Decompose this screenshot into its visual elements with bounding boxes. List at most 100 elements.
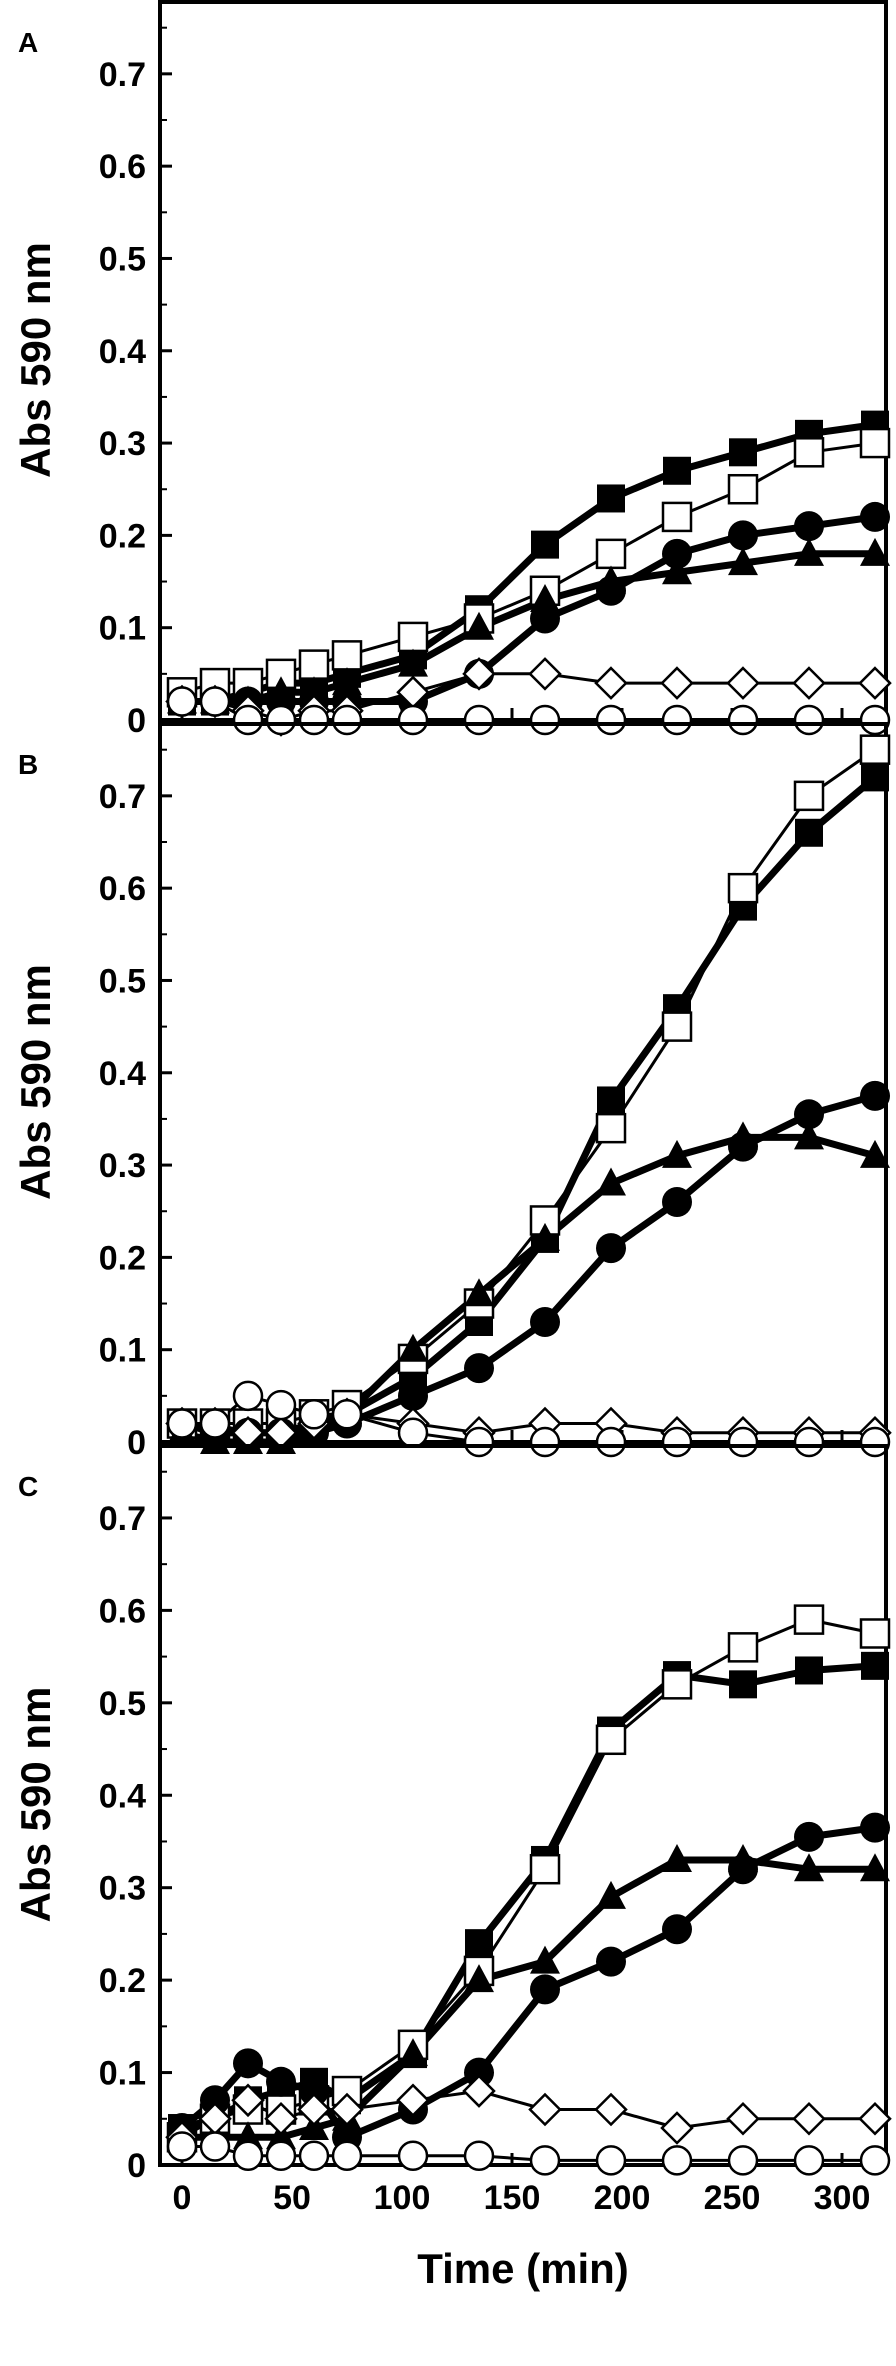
data-point bbox=[398, 2038, 428, 2067]
data-point bbox=[531, 530, 559, 559]
panel-label: A bbox=[18, 27, 38, 58]
data-point bbox=[726, 2102, 760, 2136]
data-point bbox=[200, 2085, 230, 2116]
data-point bbox=[595, 538, 627, 570]
data-point bbox=[860, 501, 890, 532]
y-tick-label: 0.1 bbox=[99, 610, 146, 648]
data-point bbox=[265, 1389, 297, 1421]
data-point bbox=[794, 1121, 824, 1150]
data-point bbox=[859, 1426, 891, 1458]
data-point bbox=[795, 818, 823, 847]
y-tick-label: 0.5 bbox=[99, 240, 146, 278]
data-point bbox=[859, 427, 891, 459]
data-point bbox=[298, 649, 330, 680]
series-line-open-square bbox=[182, 748, 876, 1425]
data-point bbox=[661, 704, 693, 736]
data-point bbox=[860, 1080, 890, 1111]
y-tick-label: 0.2 bbox=[99, 1962, 146, 2000]
data-point bbox=[792, 2102, 826, 2136]
data-point bbox=[662, 1914, 692, 1945]
data-point bbox=[794, 511, 824, 542]
data-point bbox=[397, 1417, 429, 1449]
data-point bbox=[462, 2074, 496, 2108]
y-tick-label: 0 bbox=[127, 702, 146, 740]
data-point bbox=[793, 780, 825, 812]
data-point bbox=[661, 2145, 693, 2176]
data-point bbox=[232, 2140, 264, 2172]
y-tick-label: 0 bbox=[127, 2147, 146, 2185]
y-tick-label: 0.2 bbox=[99, 1239, 146, 1277]
y-tick-label: 0.2 bbox=[99, 517, 146, 555]
data-point bbox=[729, 1670, 757, 1699]
data-point bbox=[199, 1408, 231, 1439]
data-point bbox=[464, 1353, 494, 1384]
data-point bbox=[596, 565, 626, 594]
data-point bbox=[726, 666, 760, 700]
data-point bbox=[727, 1426, 759, 1458]
data-point bbox=[266, 2066, 296, 2097]
data-point bbox=[298, 2140, 330, 2172]
series-open-circle bbox=[166, 1380, 891, 1458]
data-point bbox=[331, 704, 363, 736]
data-point bbox=[199, 2131, 231, 2162]
series-open-square bbox=[166, 427, 891, 708]
panel-c: C 0 0.1 0.2 0.3 0.4 0.5 0.6 0.7 0 50 100 150 200 250 30… bbox=[12, 1444, 892, 2292]
data-point bbox=[299, 2076, 329, 2107]
data-point bbox=[530, 1222, 560, 1251]
data-point bbox=[793, 437, 825, 468]
data-point bbox=[793, 2145, 825, 2176]
data-point bbox=[597, 1086, 625, 1115]
data-point bbox=[298, 1399, 330, 1430]
y-tick-label: 0.5 bbox=[99, 1685, 146, 1723]
data-point bbox=[594, 666, 628, 700]
data-point bbox=[396, 2083, 430, 2118]
data-point bbox=[794, 1853, 824, 1882]
data-point bbox=[661, 1426, 693, 1458]
series-open-circle bbox=[166, 2131, 891, 2176]
data-point bbox=[595, 1724, 627, 1756]
data-point bbox=[398, 1380, 428, 1411]
data-point bbox=[594, 2092, 628, 2127]
y-tick-label: 0.3 bbox=[99, 1870, 146, 1908]
data-point bbox=[661, 1669, 693, 1700]
x-tick-label: 0 bbox=[173, 2179, 192, 2217]
data-point bbox=[530, 1945, 560, 1974]
y-tick-label: 0.3 bbox=[99, 1147, 146, 1185]
y-tick-label: 0.6 bbox=[99, 1592, 146, 1630]
data-point bbox=[662, 1187, 692, 1217]
panel-a: A 0 0.1 0.2 0.3 0.4 0.5 0.6 0.7 Abs 590 nm bbox=[12, 0, 892, 740]
data-point bbox=[166, 1408, 198, 1439]
data-point bbox=[728, 547, 758, 576]
data-point bbox=[860, 1139, 890, 1168]
data-point bbox=[528, 657, 562, 691]
data-point bbox=[463, 2140, 495, 2172]
data-point bbox=[595, 1112, 627, 1144]
panel-label: C bbox=[18, 1471, 38, 1502]
y-tick-label: 0.4 bbox=[99, 1777, 146, 1815]
data-point bbox=[860, 1853, 890, 1882]
data-point bbox=[266, 676, 296, 705]
data-point bbox=[265, 2140, 297, 2172]
y-tick-label: 0.7 bbox=[99, 56, 146, 94]
data-point bbox=[166, 686, 198, 717]
data-point bbox=[297, 2092, 331, 2127]
x-tick-label: 100 bbox=[374, 2179, 431, 2217]
y-tick-label: 0.6 bbox=[99, 870, 146, 908]
data-point bbox=[663, 456, 691, 485]
data-point bbox=[792, 666, 826, 700]
panel-label: B bbox=[18, 749, 38, 780]
data-point bbox=[528, 2092, 562, 2127]
data-point bbox=[331, 2140, 363, 2172]
y-tick-label: 0.1 bbox=[99, 2055, 146, 2093]
data-point bbox=[794, 537, 824, 566]
data-point bbox=[662, 1843, 692, 1872]
x-tick-label: 50 bbox=[273, 2179, 311, 2217]
data-point bbox=[464, 2057, 494, 2088]
data-point bbox=[597, 484, 625, 513]
data-point bbox=[596, 1946, 626, 1977]
x-tick-label: 150 bbox=[484, 2179, 541, 2217]
data-point bbox=[727, 872, 759, 904]
y-tick-label: 0.7 bbox=[99, 778, 146, 816]
series-line-open-square bbox=[181, 441, 876, 694]
